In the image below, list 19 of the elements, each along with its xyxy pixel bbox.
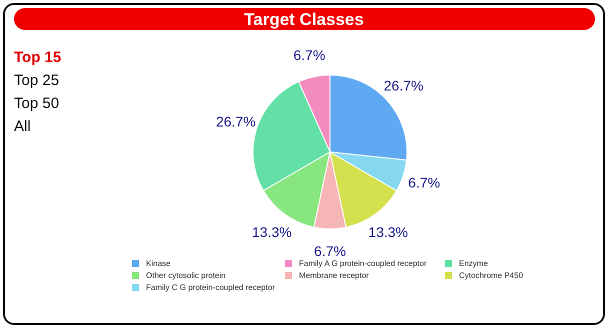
data-label: 6.7% xyxy=(314,242,346,259)
legend-label: Family A G protein-coupled receptor xyxy=(299,259,427,268)
text: Top 50 xyxy=(14,95,60,112)
text: All xyxy=(14,118,31,135)
legend-label: Family C G protein-coupled receptor xyxy=(146,283,276,292)
text: Top 15 xyxy=(14,49,62,66)
legend-label: Kinase xyxy=(146,259,172,268)
data-label: 6.7% xyxy=(408,174,440,191)
data-label: 6.7% xyxy=(293,47,326,64)
data-label: 13.3% xyxy=(368,224,408,240)
legend-label: Membrane receptor xyxy=(299,271,370,280)
text: Top 25 xyxy=(14,72,60,89)
chart-title: Target Classes xyxy=(244,10,364,29)
legend-label: Other cytosolic protein xyxy=(146,271,226,280)
legend-label: Cytochrome P450 xyxy=(459,271,524,280)
legend-label: Enzyme xyxy=(459,259,488,268)
data-label: 26.7% xyxy=(216,113,256,130)
data-label: 13.3% xyxy=(252,224,292,240)
data-label: 26.7% xyxy=(384,78,424,94)
